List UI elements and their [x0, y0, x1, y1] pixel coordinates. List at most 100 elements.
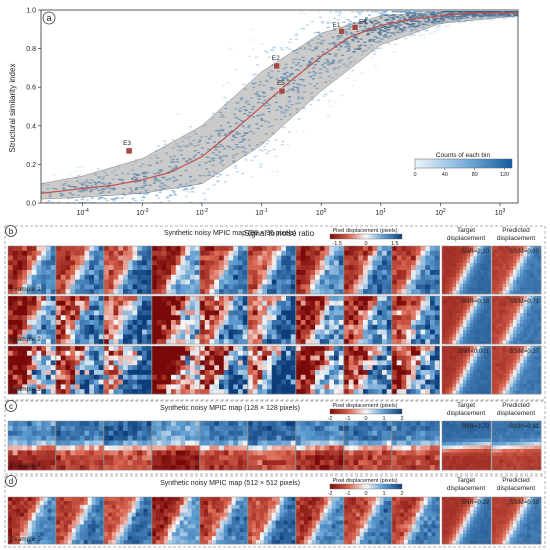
- density-bin: [216, 146, 220, 148]
- example-marker-label: E3: [123, 140, 131, 147]
- density-bin: [393, 15, 397, 17]
- density-bin: [240, 97, 243, 100]
- density-bin: [473, 13, 477, 16]
- density-bin: [400, 31, 404, 33]
- density-bin: [308, 83, 312, 85]
- density-bin: [271, 132, 275, 134]
- noisy-input-tile: [199, 245, 248, 295]
- density-bin: [218, 174, 222, 176]
- density-bin: [245, 109, 249, 112]
- density-bin: [283, 115, 287, 117]
- density-bin: [370, 22, 374, 24]
- panel-a-scatter-plot: 10-4 10-3 10-2 10-1 100 101 102 103 0.00.20.40.…: [8, 8, 519, 238]
- density-bin: [379, 34, 383, 36]
- density-bin: [241, 120, 245, 122]
- density-bin: [316, 31, 320, 33]
- density-bin: [497, 17, 501, 20]
- density-bin: [160, 182, 164, 185]
- density-bin: [321, 64, 325, 66]
- density-bin: [353, 79, 357, 81]
- density-bin: [346, 77, 350, 80]
- density-bin: [223, 96, 227, 99]
- ssim-value: SSIM=0.71: [509, 299, 540, 305]
- density-bin: [234, 116, 238, 119]
- density-bin: [399, 28, 403, 31]
- density-bin: [328, 53, 332, 56]
- density-bin: [426, 11, 430, 13]
- density-bin: [252, 132, 256, 135]
- predicted-displacement-tile: [491, 245, 542, 295]
- density-bin: [188, 135, 192, 138]
- example-marker-label: E4: [359, 18, 367, 25]
- density-bin: [341, 54, 345, 56]
- density-bin: [175, 158, 179, 160]
- density-bin: [112, 199, 116, 201]
- density-bin: [234, 137, 238, 139]
- density-bin: [423, 20, 427, 22]
- density-bin: [350, 33, 354, 35]
- density-bin: [343, 30, 347, 32]
- density-bin: [310, 20, 314, 23]
- density-bin: [169, 156, 173, 158]
- density-bin: [311, 99, 315, 101]
- density-bin: [172, 139, 175, 141]
- density-bin: [200, 153, 204, 156]
- density-bin: [115, 174, 118, 176]
- density-bin: [62, 187, 66, 189]
- density-bin: [224, 103, 228, 106]
- density-bin: [430, 21, 434, 23]
- density-bin: [85, 185, 89, 188]
- density-bin: [479, 18, 483, 20]
- density-bin: [298, 78, 302, 81]
- density-bin: [162, 176, 166, 179]
- example-marker: [351, 24, 359, 31]
- density-bin: [387, 19, 391, 21]
- density-bin: [430, 11, 434, 13]
- density-bin: [409, 15, 413, 18]
- density-bin: [75, 199, 78, 201]
- density-bin: [379, 17, 383, 19]
- density-bin: [347, 43, 351, 45]
- density-bin: [319, 35, 323, 38]
- density-bin: [142, 173, 146, 175]
- density-bin: [392, 14, 396, 16]
- density-bin: [237, 109, 241, 112]
- density-bin: [338, 41, 342, 44]
- density-bin: [226, 82, 230, 84]
- density-bin: [118, 178, 122, 181]
- density-bin: [411, 16, 415, 19]
- density-bin: [370, 49, 374, 51]
- density-bin: [311, 49, 315, 52]
- density-bin: [435, 13, 439, 15]
- density-bin: [204, 135, 208, 138]
- density-bin: [372, 11, 375, 13]
- density-bin: [336, 35, 340, 38]
- density-bin: [344, 38, 348, 40]
- density-bin: [382, 30, 386, 32]
- density-bin: [418, 35, 422, 37]
- density-bin: [320, 40, 324, 42]
- density-bin: [140, 199, 144, 201]
- density-bin: [348, 63, 352, 65]
- density-bin: [149, 157, 153, 159]
- density-bin: [297, 59, 301, 61]
- density-bin: [368, 27, 372, 30]
- density-bin: [292, 61, 296, 64]
- density-bin: [463, 17, 467, 19]
- density-bin: [260, 125, 264, 127]
- x-tick-label: 101: [376, 208, 387, 217]
- density-bin: [260, 118, 264, 120]
- x-axis-ticks: 10-4 10-3 10-2 10-1 100 101 102 103: [77, 203, 506, 217]
- density-bin: [298, 13, 302, 15]
- density-bin: [170, 169, 174, 171]
- density-bin: [196, 144, 200, 146]
- density-bin: [323, 66, 326, 68]
- density-bin: [194, 133, 198, 135]
- density-bin: [76, 180, 79, 182]
- density-bin: [152, 202, 156, 203]
- density-bin: [156, 179, 160, 181]
- density-bin: [384, 28, 388, 30]
- density-bin: [309, 62, 312, 64]
- density-bin: [208, 138, 212, 140]
- density-bin: [161, 176, 165, 179]
